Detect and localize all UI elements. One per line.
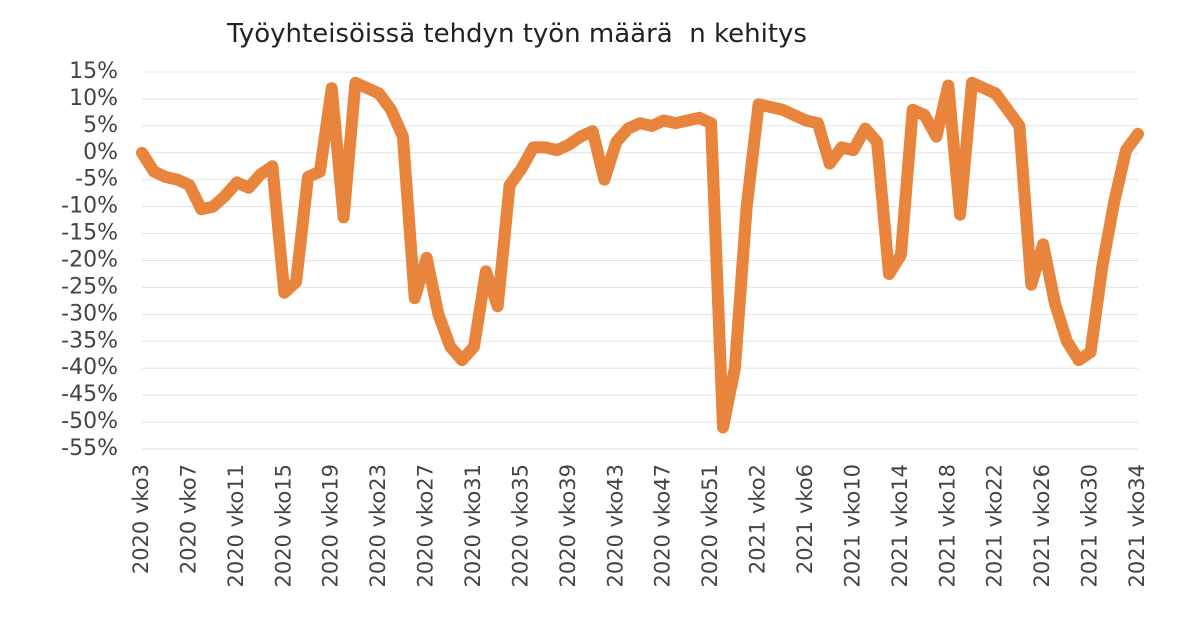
y-tick-label: -10% bbox=[61, 194, 118, 219]
x-tick-label: 2020 vko27 bbox=[414, 464, 438, 588]
y-tick-label: 5% bbox=[83, 113, 118, 138]
x-tick-label: 2020 vko51 bbox=[698, 464, 722, 588]
x-tick-label: 2020 vko15 bbox=[271, 464, 295, 588]
y-tick-label: -5% bbox=[75, 167, 118, 192]
x-tick-label: 2021 vko14 bbox=[888, 464, 912, 588]
x-tick-label: 2020 vko39 bbox=[556, 464, 580, 588]
grid: -55%-50%-45%-40%-35%-30%-25%-20%-15%-10%… bbox=[61, 59, 1149, 588]
x-tick-label: 2020 vko7 bbox=[176, 464, 200, 574]
x-tick-label: 2020 vko11 bbox=[224, 464, 248, 588]
plot bbox=[136, 76, 1144, 434]
x-tick-label: 2021 vko10 bbox=[840, 464, 864, 588]
x-tick-label: 2020 vko23 bbox=[366, 464, 390, 588]
x-tick-label: 2020 vko3 bbox=[129, 464, 153, 574]
x-tick-label: 2021 vko34 bbox=[1125, 464, 1149, 588]
x-tick-label: 2020 vko47 bbox=[651, 464, 675, 588]
y-tick-label: -35% bbox=[61, 328, 118, 353]
data-line bbox=[136, 76, 1144, 434]
y-tick-label: -15% bbox=[61, 221, 118, 246]
x-tick-label: 2021 vko22 bbox=[983, 464, 1007, 588]
y-tick-label: -45% bbox=[61, 382, 118, 407]
y-tick-label: 10% bbox=[69, 86, 118, 111]
y-tick-label: -30% bbox=[61, 301, 118, 326]
x-tick-label: 2020 vko31 bbox=[461, 464, 485, 588]
x-tick-label: 2021 vko6 bbox=[793, 464, 817, 574]
x-tick-label: 2020 vko43 bbox=[603, 464, 627, 588]
x-tick-label: 2020 vko35 bbox=[508, 464, 532, 588]
x-tick-label: 2021 vko30 bbox=[1078, 464, 1102, 588]
y-tick-label: -55% bbox=[61, 436, 118, 461]
y-tick-label: -50% bbox=[61, 409, 118, 434]
x-tick-label: 2021 vko2 bbox=[746, 464, 770, 574]
x-tick-label: 2021 vko18 bbox=[935, 464, 959, 588]
x-tick-label: 2020 vko19 bbox=[319, 464, 343, 588]
y-tick-label: -40% bbox=[61, 355, 118, 380]
y-tick-label: 0% bbox=[83, 140, 118, 165]
chart-title: Työyhteisöissä tehdyn työn määrä n kehit… bbox=[226, 19, 807, 49]
x-tick-label: 2021 vko26 bbox=[1030, 464, 1054, 588]
y-tick-label: 15% bbox=[69, 59, 118, 84]
y-tick-label: -25% bbox=[61, 274, 118, 299]
y-tick-label: -20% bbox=[61, 248, 118, 273]
